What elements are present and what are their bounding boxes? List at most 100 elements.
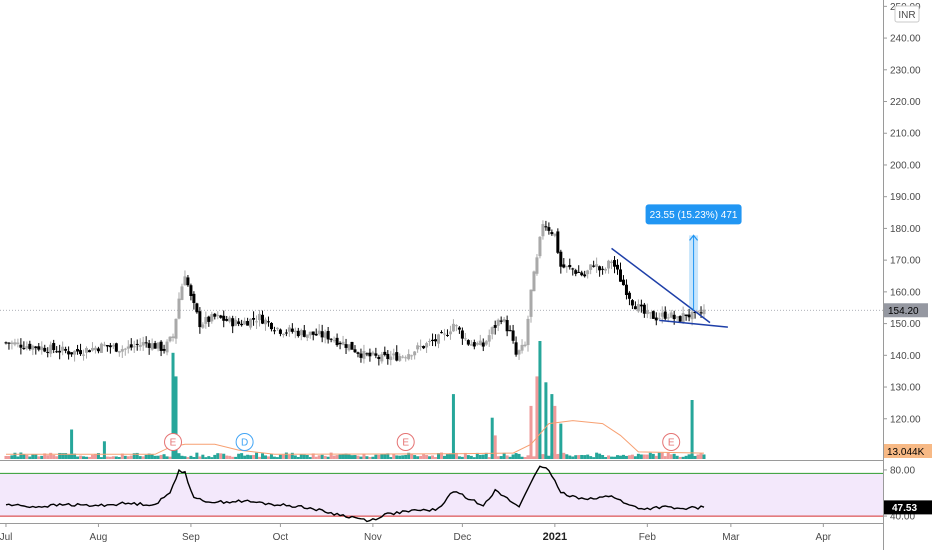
volume-bar — [448, 453, 452, 459]
rsi-pane[interactable] — [0, 465, 883, 523]
candle-body — [299, 330, 303, 336]
candle-body — [13, 342, 17, 345]
candle-body — [70, 352, 74, 355]
candle-body — [168, 336, 172, 342]
volume-bar — [111, 456, 115, 459]
volume-bar — [663, 456, 667, 459]
volume-bar — [123, 455, 127, 459]
volume-bar — [281, 454, 285, 459]
candle-body — [511, 330, 515, 341]
candle-body — [356, 352, 360, 354]
volume-bar — [693, 455, 697, 459]
volume-bar — [666, 452, 670, 459]
volume-bar — [487, 457, 491, 459]
candle-body — [34, 346, 38, 349]
candle-body — [514, 342, 518, 355]
volume-bar — [120, 453, 124, 459]
volume-bar — [335, 455, 339, 459]
volume-bar — [341, 454, 345, 459]
candle-body — [589, 264, 593, 270]
candle-body — [550, 232, 554, 235]
candle-body — [553, 233, 557, 236]
volume-bar — [401, 455, 405, 459]
volume-bar — [87, 456, 91, 459]
volume-bar — [481, 454, 485, 459]
candle-body — [538, 236, 542, 257]
price-tick-label: 220.00 — [890, 97, 921, 108]
volume-bar — [263, 455, 267, 459]
volume-bar — [269, 453, 273, 459]
candle-body — [547, 227, 551, 231]
candle-body — [613, 260, 617, 267]
candle-body — [574, 270, 578, 274]
candle-body — [389, 356, 393, 361]
candle-body — [16, 342, 20, 344]
candle-body — [249, 318, 253, 328]
event-letter: E — [402, 438, 409, 449]
volume-bar — [195, 452, 199, 459]
volume-spike — [690, 400, 694, 459]
candle-body — [645, 310, 649, 315]
rsi-line — [5, 465, 705, 523]
volume-bar — [377, 454, 381, 459]
volume-bar — [627, 455, 631, 459]
candle-body — [201, 324, 205, 328]
earnings-event-icon — [396, 433, 415, 451]
candle-body — [183, 276, 187, 286]
candle-body — [380, 354, 384, 362]
candle-body — [434, 339, 438, 342]
candle-body — [487, 335, 491, 342]
candle-body — [284, 332, 288, 334]
volume-bar — [19, 452, 23, 459]
price-tick-label: 130.00 — [890, 383, 921, 394]
volume-bar — [55, 456, 59, 459]
candle-body — [365, 353, 369, 355]
candle-body — [281, 334, 285, 336]
volume-bar — [302, 454, 306, 459]
volume-bar — [699, 453, 703, 459]
candle-body — [401, 356, 405, 358]
volume-bar — [413, 455, 417, 459]
candle-body — [624, 284, 628, 295]
candle-body — [76, 349, 80, 352]
volume-bar — [16, 456, 20, 459]
volume-bar — [460, 456, 464, 459]
volume-bar — [28, 456, 32, 459]
volume-bar — [156, 455, 160, 459]
volume-spike — [174, 376, 178, 459]
volume-bar — [31, 454, 35, 459]
volume-bar — [684, 455, 688, 459]
volume-bar — [463, 452, 467, 459]
volume-bar — [22, 454, 26, 459]
candle-body — [147, 343, 151, 348]
candle-body — [162, 348, 166, 351]
measure-callout[interactable]: 23.55 (15.23%) 471 — [645, 204, 742, 225]
volume-bar — [165, 456, 169, 459]
price-pane[interactable] — [0, 220, 883, 366]
candle-body — [607, 260, 611, 269]
candle-body — [332, 340, 336, 342]
volume-bar — [272, 456, 276, 459]
candle-body — [448, 331, 452, 335]
candle-body — [529, 289, 533, 317]
candle-body — [371, 352, 375, 355]
candle-body — [126, 346, 130, 349]
volume-bar — [508, 456, 512, 459]
volume-bar — [347, 454, 351, 459]
x-tick-label: 2021 — [543, 531, 567, 543]
price-tick-label: 240.00 — [890, 34, 921, 45]
volume-bar — [365, 456, 369, 459]
volume-bar — [85, 456, 89, 459]
volume-bar — [180, 455, 184, 459]
candle-body — [383, 351, 387, 355]
x-tick-label: Dec — [453, 532, 471, 543]
volume-bar — [613, 456, 617, 459]
volume-bar — [344, 453, 348, 459]
candle-body — [463, 338, 467, 340]
volume-bar — [231, 456, 235, 459]
currency-badge[interactable]: INR — [894, 5, 920, 23]
volume-bar — [407, 452, 411, 459]
